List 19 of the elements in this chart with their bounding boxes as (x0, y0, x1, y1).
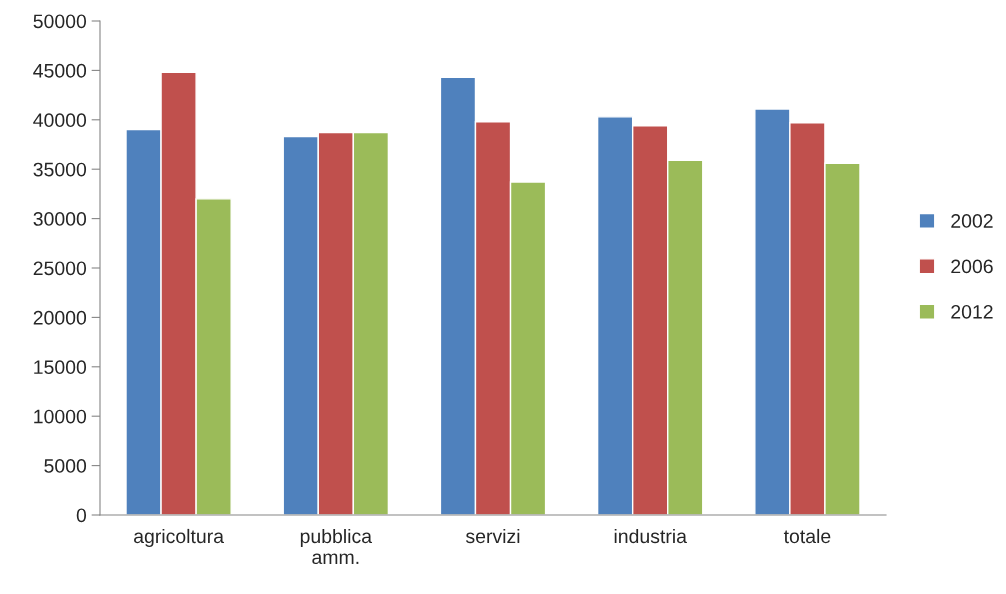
y-tick-label: 5000 (44, 459, 87, 473)
y-tick-label: 25000 (33, 261, 87, 276)
x-tick-label: servizi (465, 528, 520, 544)
legend-label: 2002 (951, 214, 993, 228)
x-tick-label: agricoltura (134, 528, 224, 548)
y-tick-label: 45000 (33, 63, 87, 78)
legend-label: 2006 (951, 259, 993, 274)
legend-label: 2012 (951, 304, 993, 319)
x-tick-label: totale (783, 528, 831, 544)
x-tick-label: industria (614, 528, 687, 544)
y-tick-label: 35000 (33, 162, 87, 177)
y-tick-label: 0 (76, 508, 87, 523)
y-tick-label: 10000 (34, 409, 87, 424)
y-tick-label: 40000 (33, 113, 87, 128)
y-tick-label: 50000 (33, 14, 87, 29)
x-tick-label: pubblica amm. (300, 528, 373, 565)
y-tick-label: 15000 (34, 360, 87, 375)
y-tick-label: 20000 (33, 310, 87, 325)
y-tick-label: 30000 (33, 212, 87, 226)
